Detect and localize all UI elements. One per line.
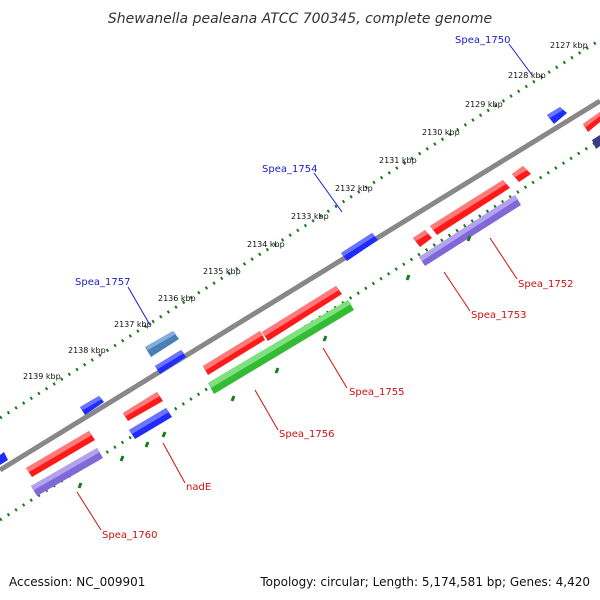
genome-summary: Topology: circular; Length: 5,174,581 bp… bbox=[259, 575, 590, 589]
feature-blue-4[interactable] bbox=[80, 396, 104, 415]
feature-red-6[interactable] bbox=[203, 331, 265, 375]
label-spea-1750[interactable]: Spea_1750 bbox=[455, 35, 510, 46]
label-spea-1754[interactable]: Spea_1754 bbox=[262, 164, 317, 175]
feature-pseudo-1[interactable] bbox=[145, 331, 179, 357]
feature-red-4[interactable] bbox=[413, 230, 432, 247]
tick-2128: 2128 kbp bbox=[508, 71, 546, 80]
tick-2129: 2129 kbp bbox=[465, 100, 503, 109]
feature-red-3[interactable] bbox=[430, 180, 510, 235]
label-spea-1756[interactable]: Spea_1756 bbox=[279, 429, 334, 440]
feature-blue-5[interactable] bbox=[0, 452, 8, 465]
map-title: Shewanella pealeana ATCC 700345, complet… bbox=[108, 11, 492, 27]
tick-2134: 2134 kbp bbox=[247, 240, 285, 249]
tick-2132: 2132 kbp bbox=[335, 184, 373, 193]
rna-bar[interactable] bbox=[208, 300, 354, 394]
feature-red-7[interactable] bbox=[123, 392, 163, 421]
inner-ring-ticks bbox=[77, 235, 472, 489]
feature-blue-6[interactable] bbox=[592, 135, 600, 149]
tick-2139: 2139 kbp bbox=[23, 372, 61, 381]
gene-bar-2[interactable] bbox=[31, 448, 103, 496]
outer-ring bbox=[0, 38, 600, 420]
label-nade[interactable]: nadE bbox=[186, 482, 211, 493]
feature-blue-3[interactable] bbox=[155, 350, 186, 374]
tick-2127: 2127 kbp bbox=[550, 41, 588, 50]
tick-2138: 2138 kbp bbox=[68, 346, 106, 355]
gene-bar-1[interactable] bbox=[419, 195, 521, 266]
tick-2131: 2131 kbp bbox=[379, 156, 417, 165]
label-spea-1760[interactable]: Spea_1760 bbox=[102, 530, 157, 541]
label-spea-1757[interactable]: Spea_1757 bbox=[75, 277, 130, 288]
tick-2135: 2135 kbp bbox=[203, 267, 241, 276]
label-spea-1753[interactable]: Spea_1753 bbox=[471, 310, 526, 321]
tick-2137: 2137 kbp bbox=[114, 320, 152, 329]
genome-backbone bbox=[0, 98, 600, 473]
label-spea-1755[interactable]: Spea_1755 bbox=[349, 387, 404, 398]
feature-red-2[interactable] bbox=[512, 166, 531, 182]
label-spea-1752[interactable]: Spea_1752 bbox=[518, 279, 573, 290]
feature-red-5[interactable] bbox=[262, 286, 342, 341]
feature-blue-7[interactable] bbox=[129, 408, 172, 439]
tick-2133: 2133 kbp bbox=[291, 212, 329, 221]
feature-blue-2[interactable] bbox=[341, 233, 378, 261]
label-leaders bbox=[76, 43, 533, 531]
feature-red-8[interactable] bbox=[26, 431, 95, 477]
tick-labels: 2127 kbp 2128 kbp 2129 kbp 2130 kbp 2131… bbox=[23, 41, 588, 381]
tick-2130: 2130 kbp bbox=[422, 128, 460, 137]
tick-2136: 2136 kbp bbox=[158, 294, 196, 303]
accession-text: Accession: NC_009901 bbox=[9, 575, 145, 589]
feature-blue-1[interactable] bbox=[547, 107, 567, 124]
feature-red-1[interactable] bbox=[583, 112, 600, 132]
